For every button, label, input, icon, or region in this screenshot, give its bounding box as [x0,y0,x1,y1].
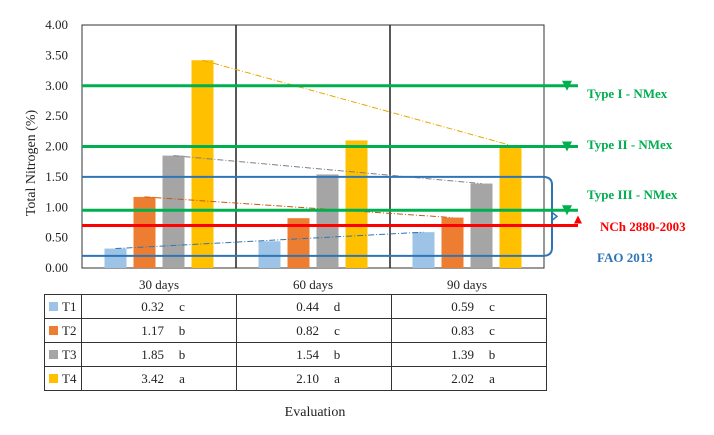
data-table: T1 0.32 c 0.44 d 0.59 c T2 1.17 b 0.82 c 0.83… [44,294,547,391]
bar-t4-0 [191,60,214,268]
table-cell: 1.85 b [81,342,237,367]
reference-arrow-3 [574,215,582,224]
table-cell: 1.54 b [236,342,392,367]
bar-t1-0 [104,248,127,268]
table-cell: 1.39 b [391,342,547,367]
legend-swatch-t2 [49,325,58,335]
reference-label-1: Type II - NMex [587,137,673,152]
letter-t2-30: b [178,322,186,338]
table-cell: 1.17 b [81,318,237,343]
value-t2-60: 0.82 [296,322,319,338]
table-cell: 0.59 c [391,294,547,319]
trendline-t2 [144,196,453,219]
fao-label: FAO 2013 [597,250,653,265]
y-tick-label: 1.00 [45,199,68,214]
category-label-60-days: 60 days [292,277,334,292]
letter-t4-30: a [179,370,185,386]
reference-label-3: NCh 2880-2003 [600,219,686,234]
value-t3-30: 1.85 [141,346,164,362]
y-tick-label: 1.50 [45,169,68,184]
category-label-30-days: 30 days [138,277,180,292]
reference-arrow-0 [562,80,572,91]
table-cell: 0.32 c [81,294,237,319]
value-t4-30: 3.42 [141,370,164,386]
legend-label-t1: T1 [62,298,77,314]
reference-arrow-2 [562,205,572,216]
bar-t1-2 [412,232,435,268]
bar-t3-0 [162,155,185,268]
table-cell: 0.82 c [236,318,392,343]
fao-range-band [82,175,553,257]
y-tick-label: 2.50 [45,108,68,123]
letter-t4-60: a [334,370,340,386]
letter-t2-60: c [334,322,340,338]
trendline-t3 [173,155,482,185]
letter-t1-90: c [489,298,495,314]
letter-t3-30: b [178,346,186,362]
value-t3-90: 1.39 [451,346,474,362]
legend-swatch-t4 [49,373,58,383]
table-cell: 2.10 a [236,366,392,391]
table-row-t2: T2 1.17 b 0.82 c 0.83 c [44,318,547,343]
bar-t4-1 [345,140,368,268]
legend-key-t1: T1 [44,294,82,319]
legend-key-t3: T3 [44,342,82,367]
table-cell: 0.44 d [236,294,392,319]
y-axis-title: Total Nitrogen (%) [24,109,39,217]
letter-t2-90: c [489,322,495,338]
value-t3-60: 1.54 [296,346,319,362]
reference-label-2: Type III - NMex [587,187,678,202]
letter-t1-30: c [179,298,185,314]
bar-t1-1 [258,241,281,268]
letter-t4-90: a [489,370,495,386]
trendline-t1 [115,231,424,250]
y-tick-label: 3.50 [45,47,68,62]
letter-t3-90: b [488,346,496,362]
legend-label-t2: T2 [62,322,77,338]
table-cell: 2.02 a [391,366,547,391]
bar-t2-0 [133,196,156,268]
legend-label-t3: T3 [62,346,77,362]
trendline-t4 [202,59,511,146]
legend-swatch-t3 [49,349,58,359]
legend-key-t2: T2 [44,318,82,343]
table-cell: 0.83 c [391,318,547,343]
legend-swatch-t1 [49,301,58,311]
table-row-t1: T1 0.32 c 0.44 d 0.59 c [44,294,547,319]
table-cell: 3.42 a [81,366,237,391]
value-t1-90: 0.59 [451,298,474,314]
y-tick-label: 2.00 [45,139,68,154]
y-tick-label: 4.00 [45,17,68,32]
bar-t4-2 [499,145,522,268]
letter-t1-60: d [333,298,341,314]
value-t1-60: 0.44 [296,298,319,314]
value-t4-60: 2.10 [296,370,319,386]
table-row-t4: T4 3.42 a 2.10 a 2.02 a [44,366,547,391]
legend-label-t4: T4 [62,370,77,386]
y-tick-label: 0.50 [45,230,68,245]
fao-bracket-tip [551,211,559,221]
reference-label-0: Type I - NMex [587,86,668,101]
y-tick-label: 3.00 [45,78,68,93]
bar-t3-1 [316,174,339,268]
table-row-t3: T3 1.85 b 1.54 b 1.39 b [44,342,547,367]
value-t1-30: 0.32 [141,298,164,314]
x-axis-title: Evaluation [284,405,346,420]
value-t2-30: 1.17 [141,322,164,338]
y-tick-label: 0.00 [45,260,68,275]
reference-arrow-1 [562,141,572,152]
value-t2-90: 0.83 [451,322,474,338]
legend-key-t4: T4 [44,366,82,391]
letter-t3-60: b [333,346,341,362]
category-label-90-days: 90 days [446,277,488,292]
value-t4-90: 2.02 [451,370,474,386]
